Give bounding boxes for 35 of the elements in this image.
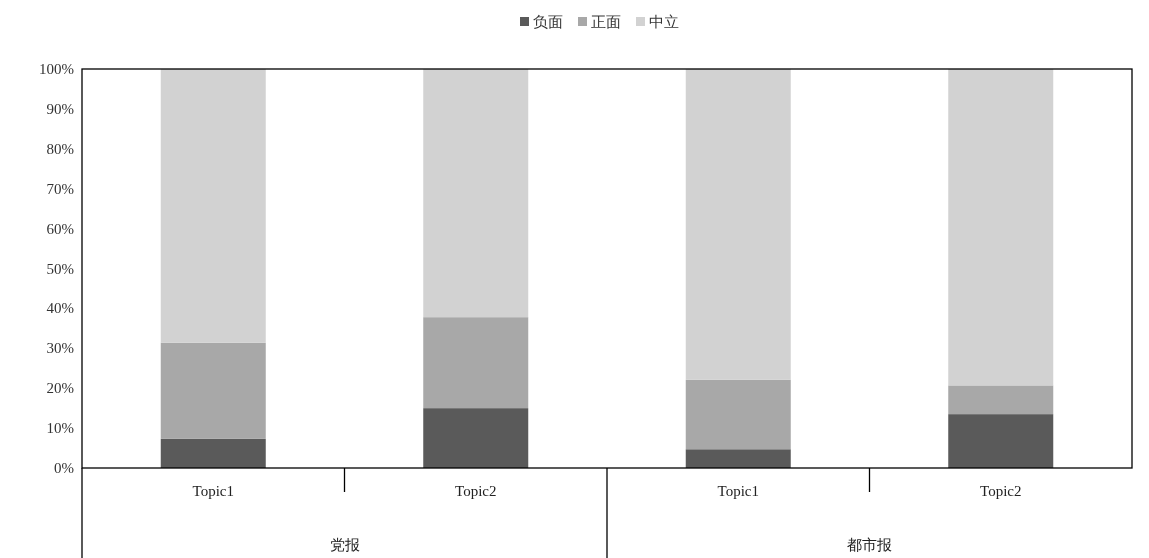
legend-label: 负面 [533,14,563,30]
y-tick-label: 0% [54,460,74,476]
y-tick-label: 70% [46,180,74,197]
x-tick-label: Topic2 [980,483,1022,499]
bar [160,69,266,343]
text: 都市报 [847,537,892,553]
y-tick-label: 30% [46,340,74,357]
bar [948,414,1054,468]
x-tick-label: Topic2 [455,483,497,499]
legend-item: 正面 [578,14,621,30]
y-tick-label: 100% [39,61,74,77]
y-tick-label: 80% [46,140,74,157]
bar [423,69,529,318]
y-tick-label: 60% [46,220,74,237]
legend-item: 负面 [520,14,563,30]
y-tick-label: 40% [46,300,74,317]
text: 党报 [329,537,360,553]
legend-item: 中立 [636,14,679,30]
bar [685,449,791,468]
bar [948,385,1054,415]
legend-label: 中立 [649,14,679,30]
y-tick-label: 90% [46,100,74,117]
bar [160,342,266,439]
legend-label: 正面 [591,14,621,30]
y-tick-label: 10% [46,420,74,437]
y-tick-label: 50% [46,260,74,277]
bar [423,408,529,468]
x-tick-label: Topic1 [192,483,234,499]
x-tick-label: Topic1 [717,483,759,499]
y-tick-label: 20% [46,380,74,397]
bar [685,69,791,380]
bar [423,317,529,409]
bar [685,379,791,450]
bar [948,69,1054,386]
bar [160,438,266,468]
